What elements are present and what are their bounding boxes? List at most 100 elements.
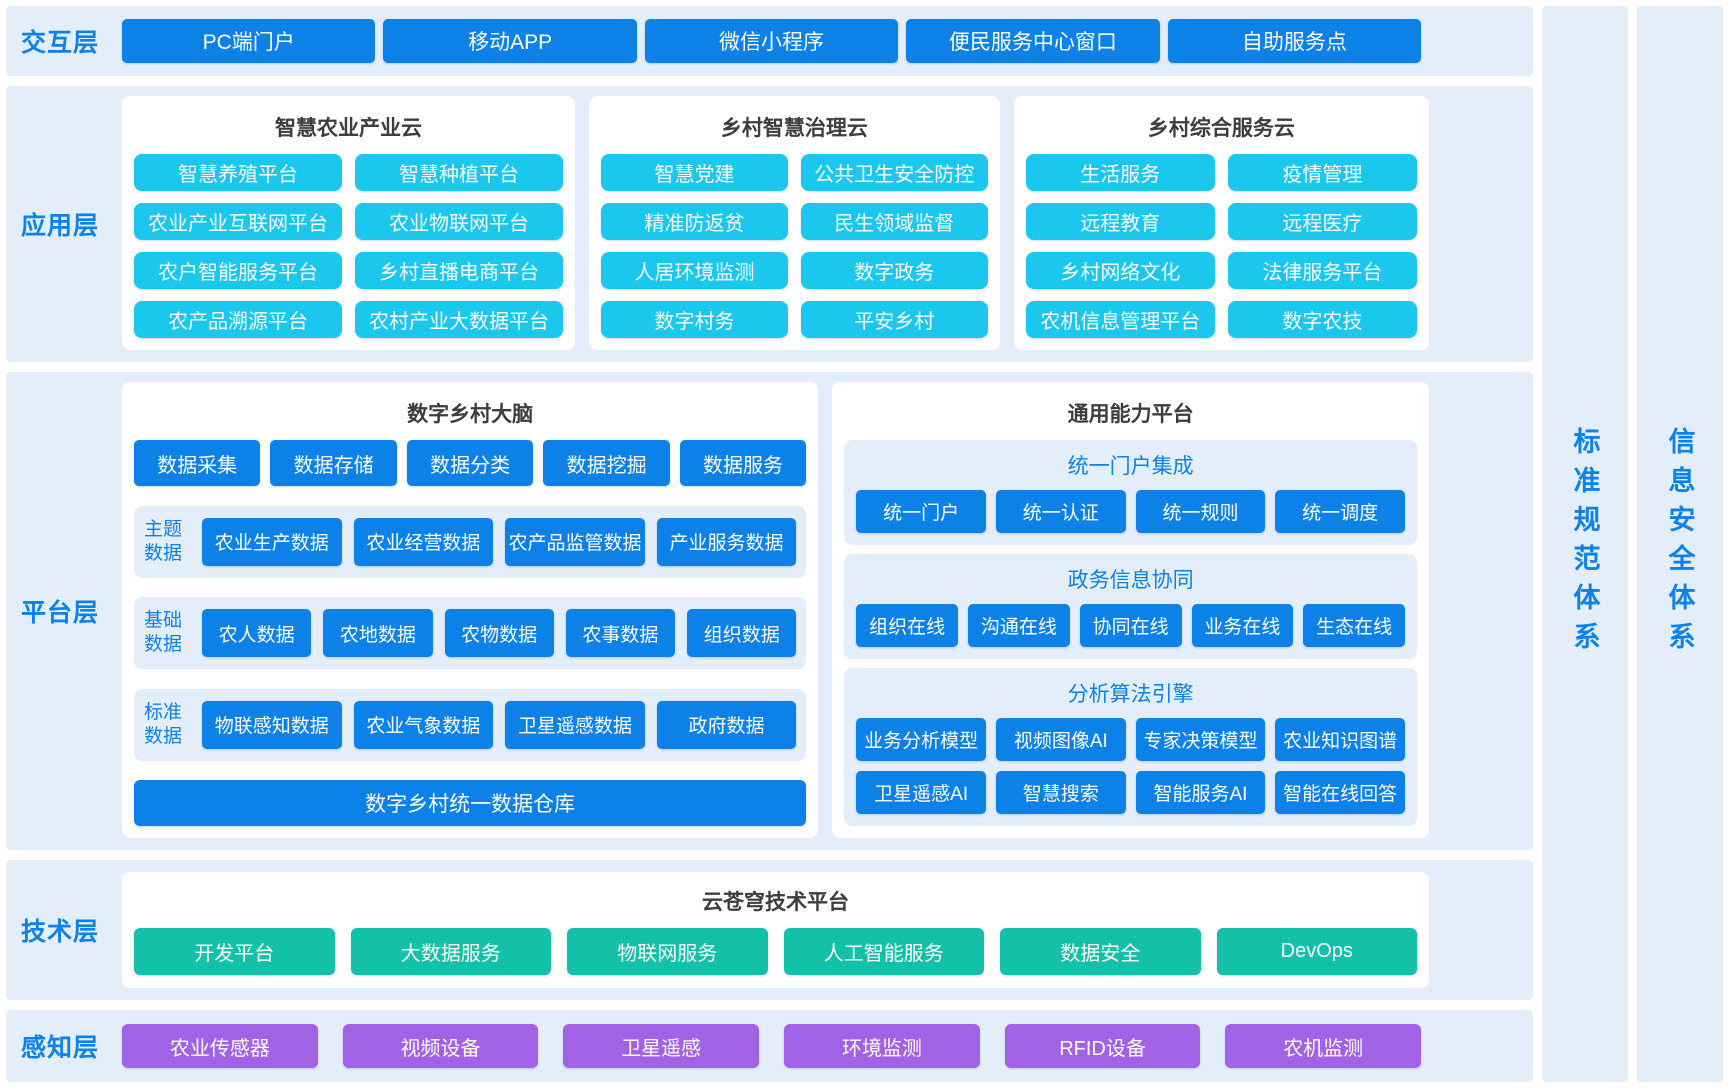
algorithm-items-row-1: 业务分析模型 视频图像AI 专家决策模型 农业知识图谱 (856, 718, 1405, 761)
sub-panel-title: 分析算法引擎 (1067, 683, 1194, 706)
card-title: 智慧农业产业云 (275, 117, 423, 140)
perception-item: 农机监测 (1225, 1024, 1422, 1068)
application-item: 公共卫生安全防控 (800, 154, 988, 191)
technology-layer-panel: 技术层 云苍穹技术平台 开发平台 大数据服务 物联网服务 人工智能服务 数据安全 DevO… (6, 860, 1533, 1000)
theme-data-items: 农业生产数据 农业经营数据 农产品监管数据 产业服务数据 (202, 517, 797, 566)
capability-item: 生态在线 (1303, 604, 1405, 647)
perception-item: 环境监测 (784, 1024, 980, 1068)
security-system-label: 信息安全体系 (1664, 427, 1695, 661)
perception-item: 视频设备 (342, 1024, 539, 1068)
data-item: 农人数据 (202, 609, 312, 657)
basic-data-row: 基础数据 农人数据 农地数据 农物数据 农事数据 组织数据 (134, 597, 807, 669)
data-function-item: 数据挖掘 (543, 440, 670, 486)
data-item: 农地数据 (323, 609, 433, 657)
card-title: 云苍穹技术平台 (702, 891, 849, 914)
capability-item: 智能在线回答 (1275, 771, 1405, 814)
standards-system-bar: 标准规范体系 (1542, 6, 1628, 1082)
capability-item: 统一认证 (995, 490, 1126, 533)
application-item: 智慧党建 (601, 154, 788, 191)
technology-item: 人工智能服务 (783, 928, 984, 975)
application-item: 数字村务 (601, 301, 788, 338)
application-item: 民生领域监督 (800, 203, 988, 240)
card-smart-agriculture-cloud: 智慧农业产业云 智慧养殖平台 智慧种植平台 农业产业互联网平台 农业物联网平台 农户智能… (122, 96, 576, 350)
analysis-algorithm-engine-panel: 分析算法引擎 业务分析模型 视频图像AI 专家决策模型 农业知识图谱 卫星遥感AI 智慧… (844, 668, 1417, 826)
technology-item: DevOps (1216, 928, 1417, 975)
theme-data-row: 主题数据 农业生产数据 农业经营数据 农产品监管数据 产业服务数据 (134, 505, 807, 578)
card-village-service-cloud: 乡村综合服务云 生活服务 疫情管理 远程教育 远程医疗 乡村网络文化 法律服务平台 农机信息… (1013, 96, 1429, 350)
data-function-item: 数据服务 (679, 440, 807, 486)
application-item: 数字农技 (1227, 301, 1417, 338)
perception-item: 农业传感器 (122, 1024, 318, 1068)
platform-cards: 数字乡村大脑 数据采集 数据存储 数据分类 数据挖掘 数据服务 主题数据 农业生产数据农… (114, 372, 1533, 850)
platform-layer-panel: 平台层 数字乡村大脑 数据采集 数据存储 数据分类 数据挖掘 数据服务 主题数据 农业生… (6, 372, 1533, 850)
data-function-item: 数据存储 (270, 440, 397, 486)
unified-data-warehouse-bar: 数字乡村统一数据仓库 (134, 780, 807, 826)
diagram-main-column: 交互层 PC端门户 移动APP 微信小程序 便民服务中心窗口 自助服务点 应用层 智慧农… (6, 6, 1533, 1082)
card-cloud-tech-platform: 云苍穹技术平台 开发平台 大数据服务 物联网服务 人工智能服务 数据安全 DevOps (122, 872, 1429, 988)
data-item: 卫星遥感数据 (505, 700, 645, 749)
application-item: 远程教育 (1025, 203, 1215, 240)
technology-item: 物联网服务 (567, 928, 768, 975)
basic-data-label: 基础数据 (144, 610, 183, 655)
technology-item: 数据安全 (1000, 928, 1201, 975)
village-service-items: 生活服务 疫情管理 远程教育 远程医疗 乡村网络文化 法律服务平台 农机信息管理平台 数字农技 (1025, 154, 1417, 338)
application-item: 农业产业互联网平台 (134, 203, 343, 240)
application-item: 远程医疗 (1227, 203, 1417, 240)
unified-portal-items: 统一门户 统一认证 统一规则 统一调度 (856, 490, 1405, 533)
data-function-item: 数据采集 (134, 440, 261, 486)
application-item: 乡村网络文化 (1025, 252, 1215, 289)
perception-item: RFID设备 (1004, 1024, 1201, 1068)
technology-card-wrap: 云苍穹技术平台 开发平台 大数据服务 物联网服务 人工智能服务 数据安全 DevOps (114, 860, 1533, 1000)
interaction-item: 自助服务点 (1167, 19, 1422, 63)
card-village-governance-cloud: 乡村智慧治理云 智慧党建 公共卫生安全防控 精准防返贫 民生领域监督 人居环境监测 数字政… (589, 96, 1000, 350)
capability-item: 业务在线 (1191, 604, 1294, 647)
capability-item: 沟通在线 (968, 604, 1070, 647)
application-item: 平安乡村 (800, 301, 988, 338)
basic-data-items: 农人数据 农地数据 农物数据 农事数据 组织数据 (202, 609, 797, 657)
card-title: 数字乡村大脑 (407, 403, 534, 426)
capability-item: 统一规则 (1135, 490, 1266, 533)
capability-item: 组织在线 (856, 604, 959, 647)
capability-body: 统一门户集成 统一门户 统一认证 统一规则 统一调度 政务信息协同 组织在线 沟通在线协… (844, 440, 1417, 826)
data-function-item: 数据分类 (406, 440, 534, 486)
application-item: 法律服务平台 (1227, 252, 1417, 289)
village-governance-items: 智慧党建 公共卫生安全防控 精准防返贫 民生领域监督 人居环境监测 数字政务 数字村务 平安乡… (601, 154, 988, 338)
interaction-item: 便民服务中心窗口 (906, 19, 1160, 63)
capability-item: 统一调度 (1275, 490, 1405, 533)
theme-data-label: 主题数据 (144, 518, 183, 564)
interaction-layer-panel: 交互层 PC端门户 移动APP 微信小程序 便民服务中心窗口 自助服务点 (6, 6, 1533, 76)
perception-item: 卫星遥感 (563, 1024, 760, 1068)
data-item: 农业生产数据 (202, 517, 342, 566)
capability-item: 统一门户 (856, 490, 986, 533)
application-item: 疫情管理 (1227, 154, 1417, 191)
card-title: 乡村智慧治理云 (720, 117, 868, 140)
standard-data-row: 标准数据 物联感知数据 农业气象数据 卫星遥感数据 政府数据 (134, 688, 807, 761)
data-item: 农物数据 (444, 609, 554, 657)
interaction-item: 微信小程序 (644, 19, 899, 63)
technology-items: 开发平台 大数据服务 物联网服务 人工智能服务 数据安全 DevOps (134, 928, 1417, 975)
application-item: 生活服务 (1025, 154, 1215, 191)
application-item: 农户智能服务平台 (134, 252, 343, 289)
data-item: 农业经营数据 (353, 517, 494, 566)
sub-panel-title: 统一门户集成 (1067, 455, 1194, 478)
application-item: 数字政务 (800, 252, 988, 289)
application-item: 人居环境监测 (601, 252, 788, 289)
capability-item: 协同在线 (1079, 604, 1182, 647)
capability-item: 专家决策模型 (1135, 718, 1266, 761)
data-item: 物联感知数据 (202, 700, 342, 749)
capability-item: 农业知识图谱 (1275, 718, 1405, 761)
gov-info-collaboration-panel: 政务信息协同 组织在线 沟通在线 协同在线 业务在线 生态在线 (844, 554, 1417, 659)
application-item: 农机信息管理平台 (1025, 301, 1215, 338)
interaction-layer-label: 交互层 (20, 29, 99, 57)
application-item: 乡村直播电商平台 (355, 252, 564, 289)
capability-item: 卫星遥感AI (856, 771, 986, 814)
security-system-bar: 信息安全体系 (1637, 6, 1723, 1082)
application-layer-label: 应用层 (20, 212, 99, 240)
data-item: 农事数据 (565, 609, 676, 657)
application-item: 智慧养殖平台 (134, 154, 343, 191)
standard-data-items: 物联感知数据 农业气象数据 卫星遥感数据 政府数据 (202, 700, 797, 749)
brain-data-functions: 数据采集 数据存储 数据分类 数据挖掘 数据服务 (134, 440, 807, 486)
capability-item: 智能服务AI (1135, 771, 1266, 814)
gov-info-items: 组织在线 沟通在线 协同在线 业务在线 生态在线 (856, 604, 1405, 647)
